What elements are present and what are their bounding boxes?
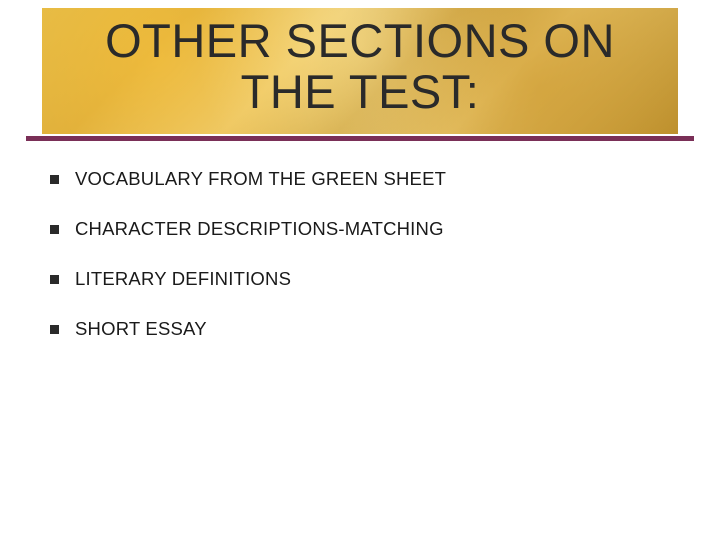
square-bullet-icon	[50, 325, 59, 334]
list-item: CHARACTER DESCRIPTIONS-MATCHING	[50, 218, 660, 240]
list-item-label: LITERARY DEFINITIONS	[75, 268, 291, 290]
list-item: VOCABULARY FROM THE GREEN SHEET	[50, 168, 660, 190]
accent-rule	[26, 136, 694, 141]
square-bullet-icon	[50, 175, 59, 184]
square-bullet-icon	[50, 225, 59, 234]
list-item-label: SHORT ESSAY	[75, 318, 207, 340]
title-line-1: OTHER SECTIONS ON	[105, 14, 615, 67]
list-item: LITERARY DEFINITIONS	[50, 268, 660, 290]
slide: OTHER SECTIONS ON THE TEST: VOCABULARY F…	[0, 0, 720, 540]
slide-title: OTHER SECTIONS ON THE TEST:	[42, 8, 678, 118]
header-texture-band: OTHER SECTIONS ON THE TEST:	[42, 8, 678, 134]
list-item-label: VOCABULARY FROM THE GREEN SHEET	[75, 168, 446, 190]
list-item: SHORT ESSAY	[50, 318, 660, 340]
title-line-2: THE TEST:	[241, 65, 480, 118]
list-item-label: CHARACTER DESCRIPTIONS-MATCHING	[75, 218, 444, 240]
bullet-list: VOCABULARY FROM THE GREEN SHEET CHARACTE…	[50, 168, 660, 368]
square-bullet-icon	[50, 275, 59, 284]
